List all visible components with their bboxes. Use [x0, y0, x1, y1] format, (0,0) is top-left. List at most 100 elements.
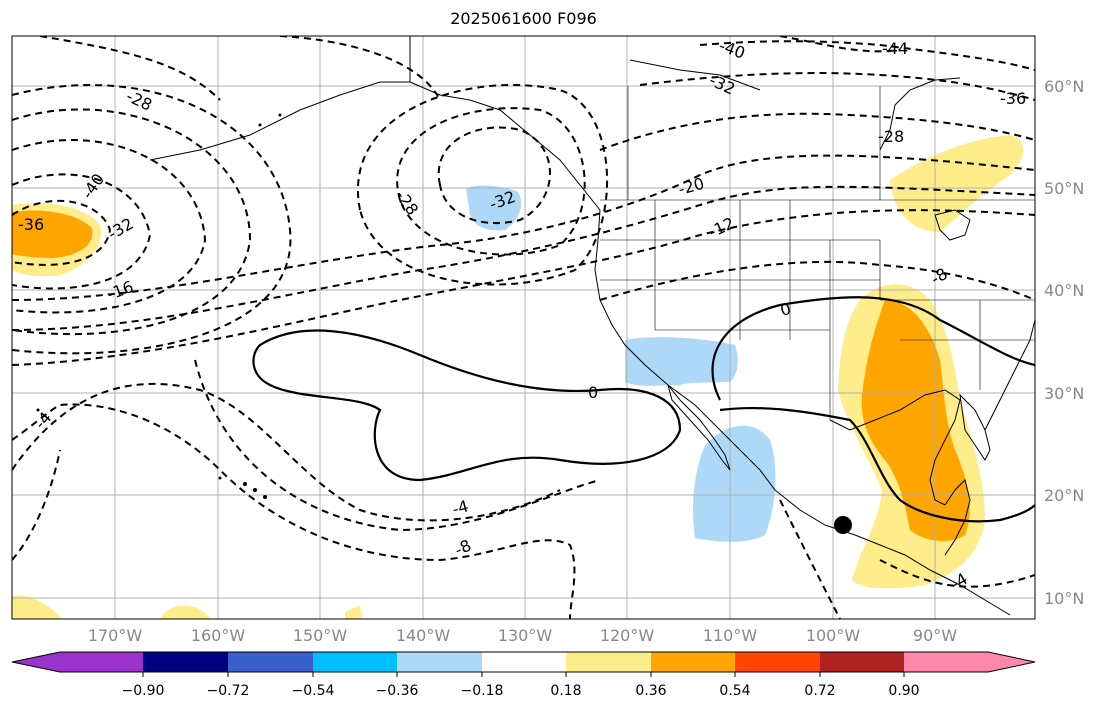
colorbar-bin: [143, 652, 228, 672]
lon-label: 150°W: [292, 626, 348, 645]
shade-blue-eastpac: [693, 425, 776, 542]
zero-contour-pacific: [252, 329, 682, 482]
zero-contour-north-america: [711, 296, 1035, 401]
shade-yellow-south: [160, 605, 210, 619]
colorbar-tick-label: −0.90: [121, 683, 165, 699]
colorbar-extend-max: [988, 652, 1035, 672]
lon-label: 160°W: [190, 626, 246, 645]
colorbar-tick-label: 0.18: [550, 683, 582, 699]
contour-label: -32: [706, 70, 738, 98]
lon-label: 140°W: [395, 626, 451, 645]
shade-orange-gulf: [861, 300, 970, 542]
colorbar-bin: [820, 652, 904, 672]
contour-label: -40: [717, 36, 748, 63]
contour-arc-5: [639, 72, 1035, 101]
contour-arc-1: [12, 209, 1035, 366]
colorbar-tick-label: −0.18: [460, 683, 504, 699]
colorbar-tick-label: 0.36: [635, 683, 667, 699]
colorbar-bin: [397, 652, 482, 672]
contour-label: -8: [928, 264, 951, 288]
lat-label: 60°N: [1044, 77, 1085, 96]
shade-yellow-hudson: [890, 135, 1024, 232]
contour-label: -28: [392, 186, 423, 218]
contour-arc-6: [699, 40, 1035, 71]
contour-label: -20: [676, 174, 706, 199]
lat-label: 20°N: [1044, 486, 1085, 505]
contour-arc-7: [779, 36, 901, 53]
shade-blue-gulf-alaska: [466, 185, 522, 231]
islands: [36, 113, 282, 499]
zero-contours: [252, 296, 1035, 523]
shade-yellow-south-small: [345, 605, 362, 619]
great-lakes: [934, 209, 971, 241]
lon-label: 100°W: [805, 626, 861, 645]
colorbar-bin: [60, 652, 143, 672]
north-america-west-coast: [594, 209, 1011, 616]
contour-se: [879, 559, 1035, 588]
hudson-bay: [879, 77, 961, 151]
lon-label: 110°W: [702, 626, 758, 645]
contour-label: -40: [78, 170, 109, 202]
lat-label: 50°N: [1044, 179, 1085, 198]
contour-alaska-outer: [357, 84, 608, 286]
colorbar-tick-label: −0.72: [206, 683, 250, 699]
contour-arc-4: [599, 112, 1035, 151]
contour-label: -28: [878, 127, 904, 146]
east-coast: [984, 319, 1035, 431]
florida: [959, 393, 991, 461]
alaska-peninsula: [149, 81, 410, 161]
dashed-contours: [12, 36, 1035, 619]
map-frame: [11, 35, 1036, 620]
contour-label: 0: [588, 383, 598, 402]
shade-yellow-sw-corner: [12, 595, 62, 619]
lat-label: 10°N: [1044, 589, 1085, 608]
contour-west-3: [12, 139, 207, 314]
coastlines: [149, 36, 1035, 616]
contour-west-4: [12, 108, 252, 336]
map-title: 2025061600 F096: [450, 9, 597, 28]
contour-label: -8: [452, 536, 474, 560]
colorbar-outline: [11, 651, 1036, 673]
colorbar-bin: [228, 652, 313, 672]
contour-label: -16: [105, 277, 136, 304]
contour-label: -32: [105, 214, 137, 244]
colorbar-tick-label: −0.36: [375, 683, 419, 699]
contour-pacific-north: [279, 36, 441, 101]
colorbar: [11, 651, 1036, 677]
contour-arc-8: [599, 260, 1035, 301]
lon-label: 170°W: [87, 626, 143, 645]
lat-label: 30°N: [1044, 384, 1085, 403]
colorbar-bin: [651, 652, 735, 672]
contour-sw: [12, 449, 61, 561]
arctic-coast: [629, 59, 761, 91]
contour-label: -44: [882, 39, 908, 58]
lon-label: 130°W: [497, 626, 553, 645]
shade-blue-southwest: [625, 337, 738, 386]
baja-california: [667, 384, 731, 471]
contour-label: -4: [31, 408, 56, 432]
contour-east-south: [779, 499, 841, 619]
colorbar-extend-min: [12, 652, 60, 672]
alaska-coast: [409, 36, 601, 211]
contour-label: -4: [450, 496, 470, 518]
contour-arc-3: [12, 154, 1035, 301]
contour-alaska-inner: [437, 126, 551, 225]
contour-south-1: [194, 359, 601, 532]
lon-label: 90°W: [912, 626, 958, 645]
gulf-coast: [829, 389, 971, 556]
colorbar-bin: [735, 652, 820, 672]
contour-label: -36: [18, 215, 44, 234]
contour-low-lat-2: [12, 403, 576, 619]
zero-contour-south: [719, 406, 1035, 523]
contour-label: -12: [706, 213, 738, 241]
colorbar-bin: [566, 652, 651, 672]
shade-orange-west: [12, 210, 93, 258]
contour-label: -28: [123, 86, 155, 114]
contour-west-5: [12, 84, 292, 355]
colorbar-tick-label: 0.90: [888, 683, 920, 699]
lat-label: 40°N: [1044, 281, 1085, 300]
lon-label: 120°W: [599, 626, 655, 645]
colorbar-tick-label: 0.72: [804, 683, 836, 699]
contour-label: 0: [778, 299, 793, 320]
